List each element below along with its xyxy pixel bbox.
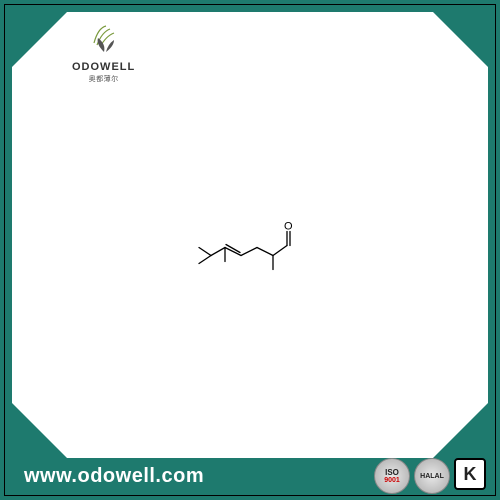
badge-label: 9001 bbox=[384, 477, 400, 484]
badge-label: HALAL bbox=[420, 473, 444, 480]
logo-icon bbox=[84, 18, 124, 58]
corner-cut-tr bbox=[433, 12, 488, 67]
chemical-structure: O bbox=[195, 218, 305, 283]
website-url: www.odowell.com bbox=[24, 465, 204, 488]
oxygen-label: O bbox=[284, 221, 293, 233]
badge-label: ISO bbox=[385, 469, 399, 477]
brand-logo: ODOWELL 奥都薄尔 bbox=[72, 18, 135, 84]
halal-badge: HALAL bbox=[414, 458, 450, 494]
brand-name: ODOWELL bbox=[72, 61, 135, 73]
corner-cut-tl bbox=[12, 12, 67, 67]
corner-cut-br bbox=[433, 403, 488, 458]
certification-badges: ISO 9001 HALAL K bbox=[374, 458, 486, 494]
brand-subtext: 奥都薄尔 bbox=[89, 74, 119, 84]
iso-badge: ISO 9001 bbox=[374, 458, 410, 494]
badge-label: K bbox=[464, 465, 477, 483]
corner-cut-bl bbox=[12, 403, 67, 458]
kosher-badge: K bbox=[454, 458, 486, 490]
